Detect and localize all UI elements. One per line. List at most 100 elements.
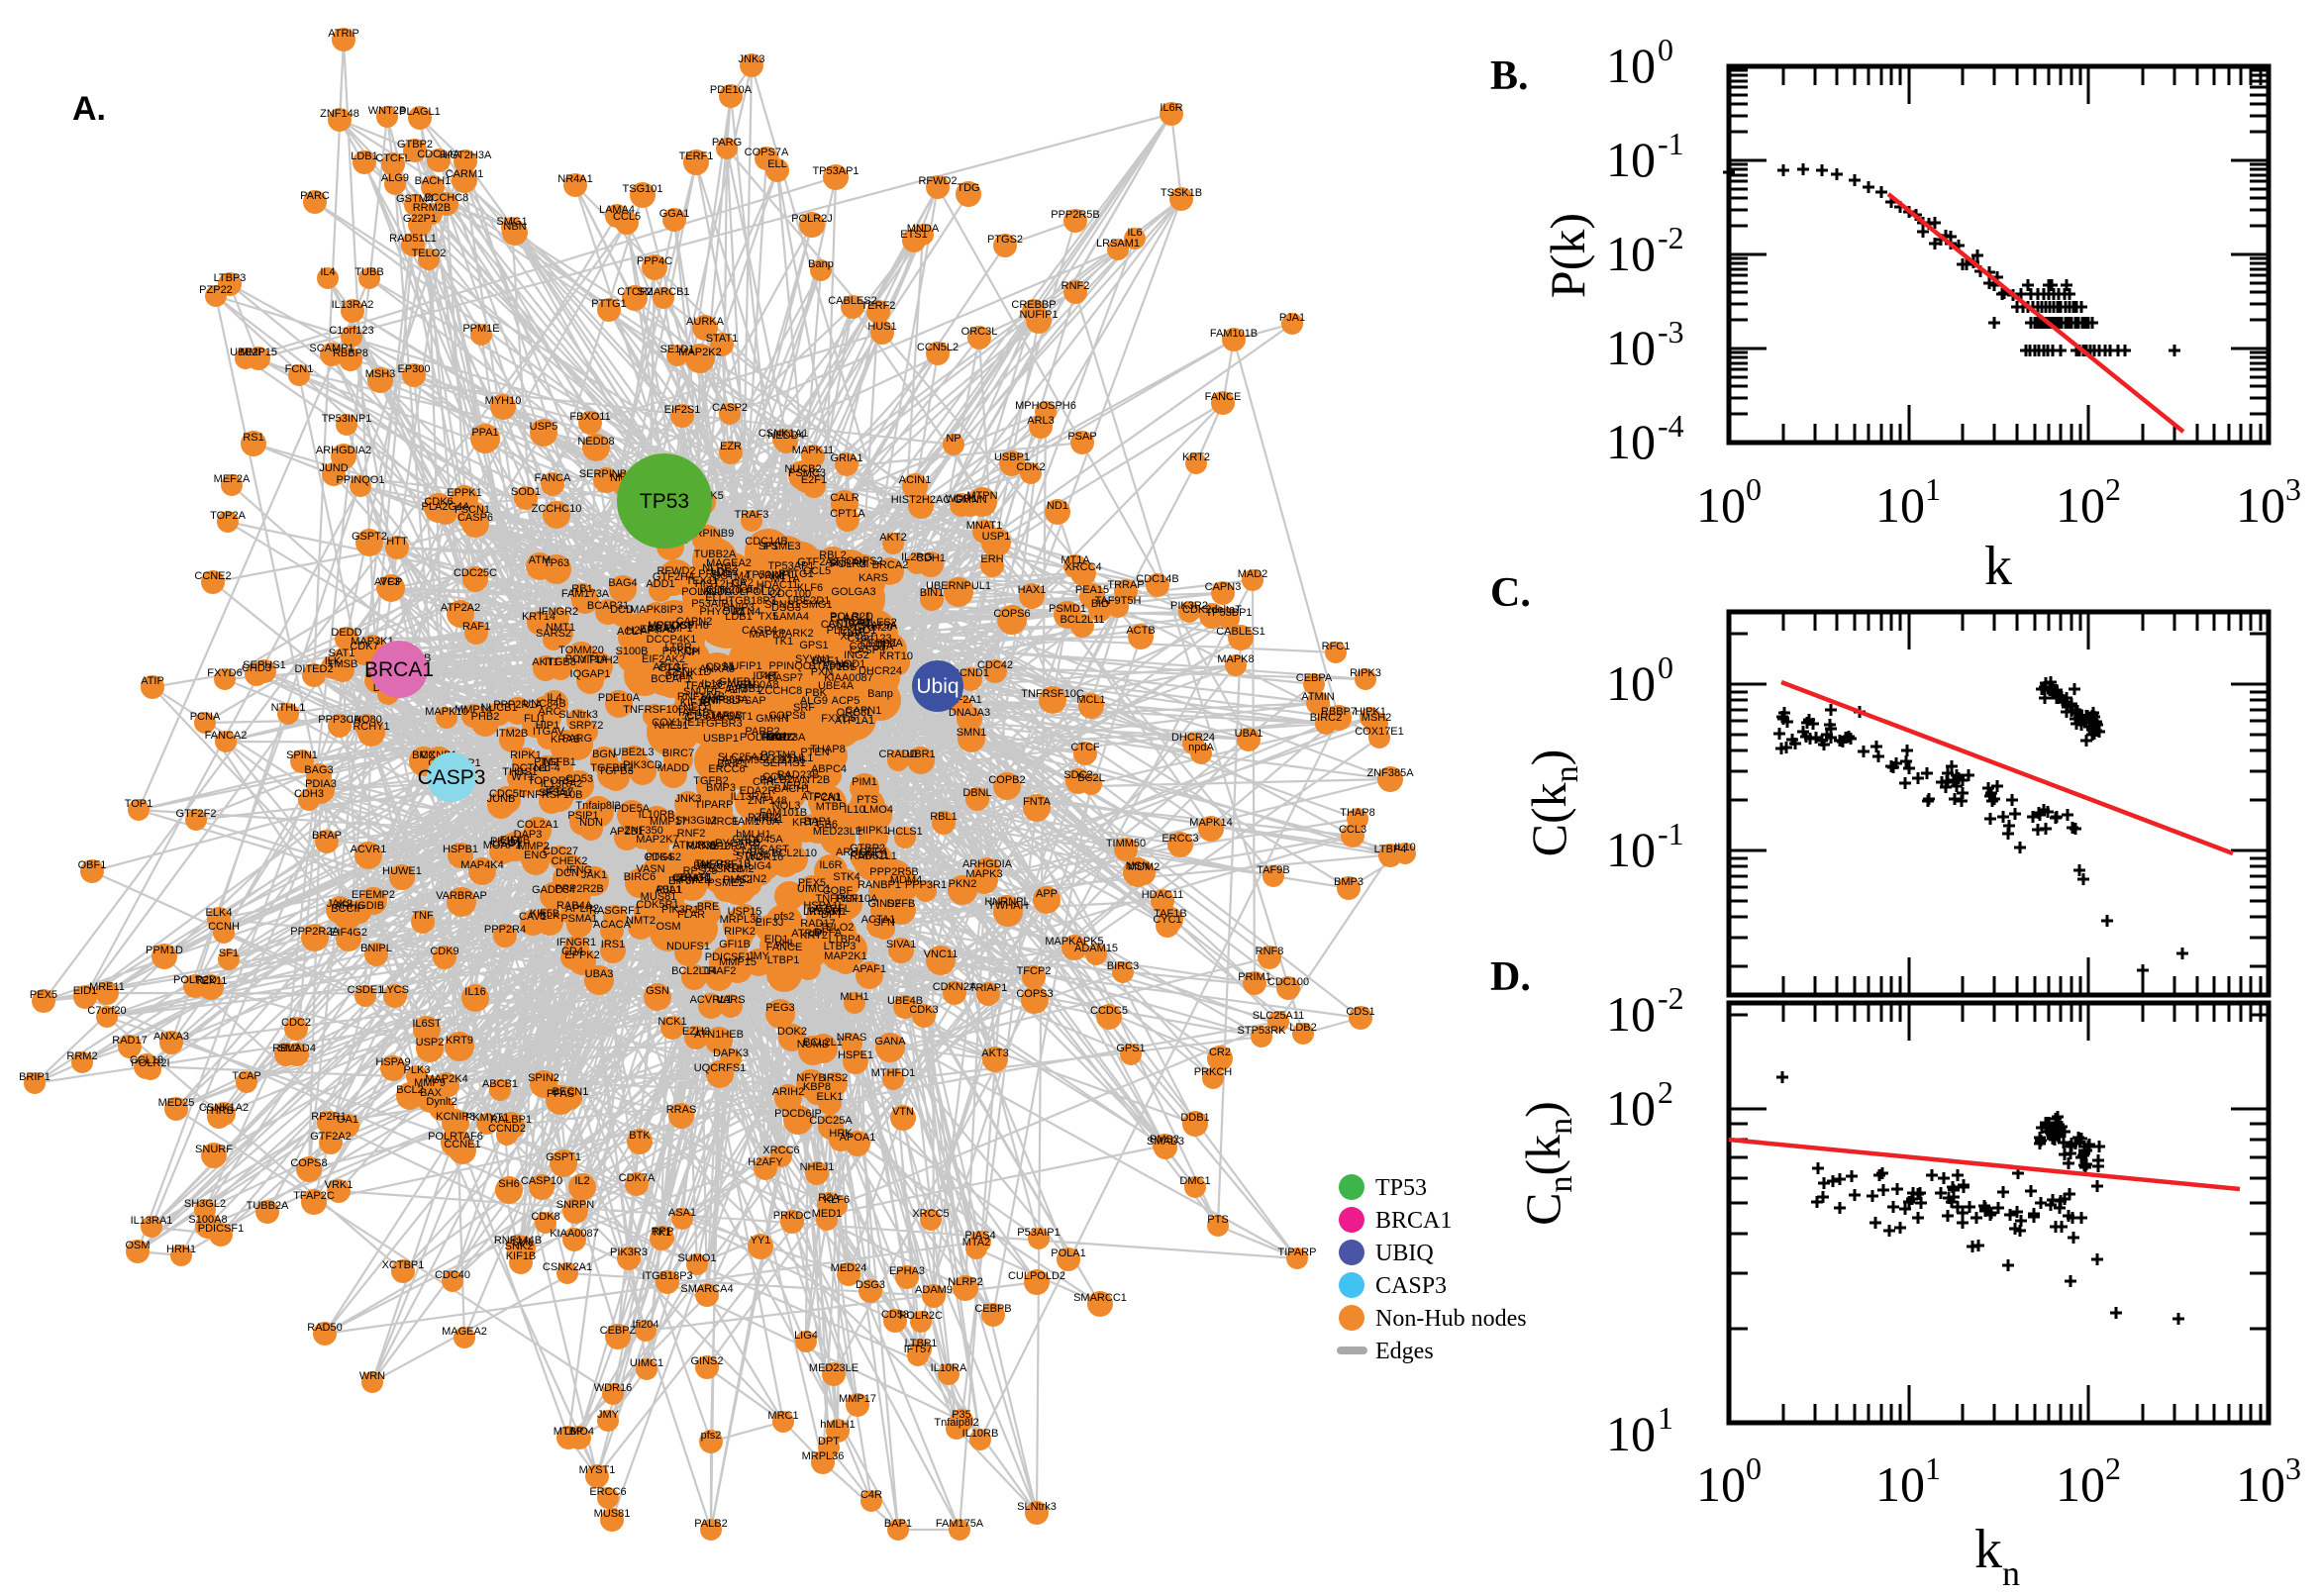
svg-text:SMARCA4: SMARCA4: [680, 1283, 733, 1295]
svg-text:PCYT1A: PCYT1A: [565, 653, 608, 665]
svg-text:GRIA1: GRIA1: [830, 452, 862, 464]
svg-text:CDK8: CDK8: [531, 1211, 559, 1223]
svg-text:KIF5B: KIF5B: [530, 908, 560, 920]
svg-text:BRIP1: BRIP1: [19, 1071, 50, 1083]
svg-text:RAB4A: RAB4A: [556, 900, 593, 912]
svg-text:ABPC4: ABPC4: [811, 763, 847, 775]
svg-text:CABLES2: CABLES2: [848, 617, 897, 629]
svg-text:IL2RG: IL2RG: [901, 551, 933, 563]
svg-text:CABLES2: CABLES2: [828, 295, 877, 307]
svg-text:MAPKAPK5: MAPKAPK5: [1045, 936, 1103, 948]
svg-text:CDC25A: CDC25A: [809, 1115, 853, 1127]
svg-text:RAD17: RAD17: [800, 918, 835, 930]
svg-text:DCD: DCD: [610, 604, 634, 616]
svg-text:S100B: S100B: [615, 646, 648, 657]
svg-text:THAP8: THAP8: [1340, 807, 1374, 819]
svg-text:DMC1: DMC1: [858, 849, 888, 861]
svg-text:ETS1: ETS1: [900, 229, 928, 241]
svg-text:ALG9: ALG9: [800, 695, 828, 707]
svg-text:RBL2: RBL2: [819, 549, 847, 561]
svg-text:CASP7: CASP7: [767, 672, 803, 684]
svg-text:EPPK1: EPPK1: [447, 487, 481, 499]
svg-text:POLRTAF6: POLRTAF6: [428, 1131, 483, 1143]
svg-text:CDS1: CDS1: [1346, 1006, 1374, 1018]
svg-text:Edges: Edges: [1375, 1339, 1434, 1364]
svg-text:RP2R1: RP2R1: [311, 1111, 346, 1123]
svg-text:THAP8: THAP8: [810, 744, 845, 755]
svg-text:MCL1: MCL1: [1076, 694, 1105, 706]
svg-text:STAT5A: STAT5A: [858, 620, 898, 632]
svg-text:10: 10: [1606, 38, 1656, 93]
svg-text:USBP1: USBP1: [994, 451, 1030, 463]
svg-text:PIK3R1: PIK3R1: [661, 904, 699, 916]
svg-text:DCN: DCN: [556, 867, 579, 879]
svg-text:MMP15: MMP15: [719, 956, 757, 968]
svg-text:TSSK1B: TSSK1B: [702, 863, 744, 875]
svg-text:AKT3: AKT3: [981, 1047, 1009, 1059]
svg-text:10: 10: [1606, 320, 1656, 375]
svg-text:PDICSF1: PDICSF1: [198, 1223, 244, 1235]
svg-text:CCL3: CCL3: [1339, 824, 1366, 836]
svg-text:BRIP1: BRIP1: [717, 758, 749, 770]
svg-text:TKT: TKT: [758, 670, 779, 682]
svg-text:SMARCB1: SMARCB1: [637, 286, 689, 298]
svg-text:TCAP: TCAP: [836, 627, 864, 639]
svg-text:SML: SML: [512, 1237, 535, 1248]
svg-text:PRKCH: PRKCH: [662, 646, 701, 657]
svg-text:MLH1: MLH1: [840, 991, 868, 1003]
svg-text:R2A: R2A: [818, 1192, 840, 1204]
svg-text:TELO2: TELO2: [412, 248, 447, 259]
svg-text:COPS8: COPS8: [290, 1157, 327, 1169]
svg-text:SF1: SF1: [758, 541, 778, 552]
svg-text:-4: -4: [1658, 408, 1684, 444]
svg-text:LTBR: LTBR: [664, 642, 691, 653]
svg-text:MTBP: MTBP: [554, 1426, 584, 1438]
svg-text:YWHAH: YWHAH: [988, 900, 1029, 912]
svg-text:FAM175A: FAM175A: [936, 1518, 984, 1530]
svg-text:Non-Hub nodes: Non-Hub nodes: [1375, 1306, 1527, 1332]
svg-text:HUWE1: HUWE1: [382, 865, 422, 877]
svg-text:PPINQO1: PPINQO1: [769, 660, 818, 672]
svg-text:CDKN2A: CDKN2A: [933, 981, 977, 993]
svg-text:PKN2: PKN2: [949, 878, 977, 890]
svg-text:KRAS: KRAS: [551, 734, 580, 746]
svg-text:MTA2: MTA2: [962, 1237, 991, 1248]
svg-text:RNF2: RNF2: [1061, 280, 1090, 292]
svg-text:TEX11: TEX11: [686, 575, 719, 587]
svg-text:HTT: HTT: [386, 536, 408, 548]
svg-text:TP53INP1: TP53INP1: [746, 569, 796, 581]
svg-text:ADAM9: ADAM9: [722, 754, 759, 766]
svg-text:LTBP4: LTBP4: [1374, 844, 1407, 855]
svg-text:GMEB1: GMEB1: [719, 676, 758, 688]
svg-text:BFAR: BFAR: [665, 670, 694, 682]
svg-text:ELL: ELL: [767, 158, 787, 170]
svg-text:SNURF: SNURF: [683, 686, 721, 698]
svg-text:CDK2deltaT: CDK2deltaT: [706, 584, 765, 596]
svg-text:NFYB: NFYB: [796, 1072, 825, 1084]
svg-text:MRPL36: MRPL36: [802, 1450, 845, 1462]
svg-text:IL2: IL2: [574, 1175, 589, 1187]
svg-text:MAGEA2: MAGEA2: [706, 557, 752, 569]
svg-text:MDM4: MDM4: [890, 874, 922, 886]
svg-text:MMP9: MMP9: [414, 1077, 446, 1089]
svg-text:SNURF: SNURF: [195, 1144, 233, 1155]
svg-text:DOK2: DOK2: [777, 1026, 807, 1038]
svg-text:CDC14B: CDC14B: [745, 536, 787, 548]
svg-text:ZCCHC8: ZCCHC8: [425, 192, 469, 204]
svg-text:PARG: PARG: [562, 733, 592, 745]
svg-text:MAD2: MAD2: [766, 732, 797, 744]
svg-text:BIRC6: BIRC6: [624, 871, 656, 883]
svg-text:TK1: TK1: [652, 1227, 671, 1239]
svg-text:BID: BID: [1091, 598, 1109, 610]
svg-text:CASP3: CASP3: [1375, 1273, 1447, 1299]
svg-text:ACTA1: ACTA1: [861, 914, 896, 926]
svg-text:MYST1: MYST1: [807, 906, 844, 918]
svg-text:RBL1: RBL1: [930, 811, 958, 823]
svg-text:PTS: PTS: [1207, 1214, 1228, 1226]
svg-text:BCL2L14: BCL2L14: [671, 965, 717, 977]
svg-text:GFI1B: GFI1B: [719, 939, 751, 950]
svg-text:TAF1B: TAF1B: [676, 707, 709, 719]
svg-text:RAF1: RAF1: [462, 621, 490, 633]
svg-text:AKT1: AKT1: [532, 656, 559, 668]
svg-text:ATIP: ATIP: [141, 675, 164, 687]
